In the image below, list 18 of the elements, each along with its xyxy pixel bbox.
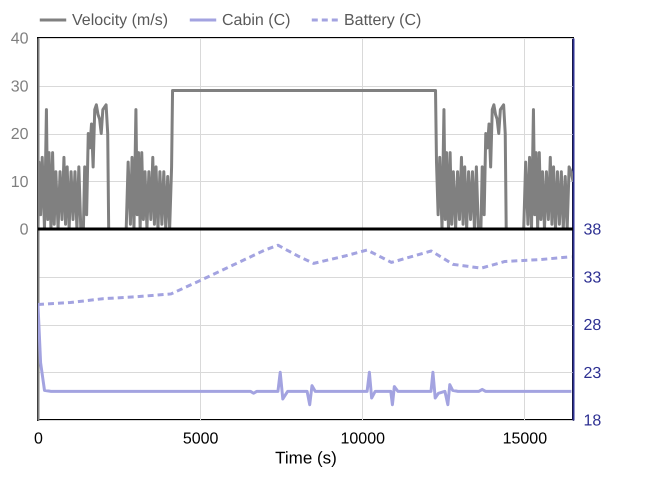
y2-tick-label: 23	[584, 364, 602, 382]
y-tick-label: 10	[10, 174, 29, 191]
y-tick-label: 30	[10, 78, 29, 96]
y2-tick-label: 33	[584, 269, 602, 286]
x-tick-label: 10000	[340, 430, 386, 448]
legend-label: Battery (C)	[344, 12, 422, 29]
y2-tick-label: 28	[584, 317, 602, 334]
y-tick-label: 40	[10, 30, 29, 48]
legend-label: Cabin (C)	[222, 12, 290, 29]
x-tick-label: 15000	[502, 430, 548, 448]
legend-label: Velocity (m/s)	[72, 12, 168, 29]
x-axis-title: Time (s)	[275, 448, 337, 468]
y-tick-label: 0	[20, 222, 29, 238]
x-tick-label: 5000	[182, 430, 219, 448]
y-tick-label: 20	[10, 126, 29, 143]
x-tick-label: 0	[34, 430, 44, 448]
y2-tick-label: 38	[584, 222, 602, 238]
y2-tick-label: 18	[584, 412, 602, 430]
